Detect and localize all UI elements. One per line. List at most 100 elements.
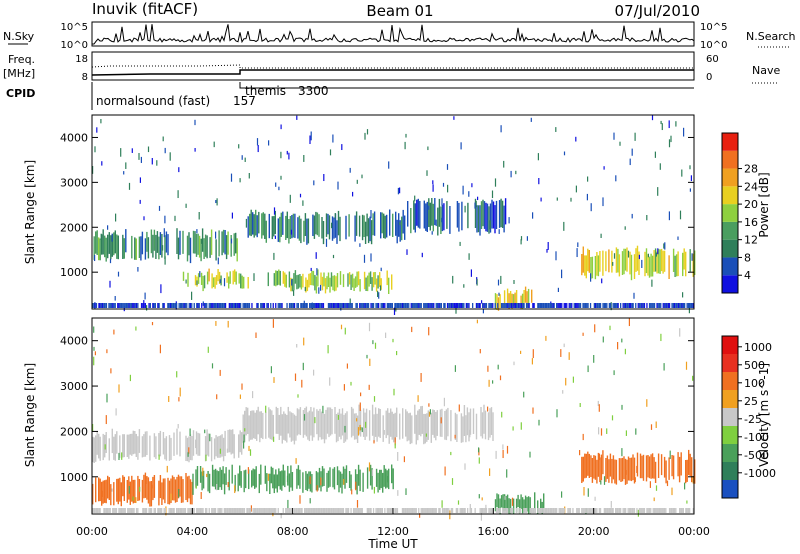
echo-mark-band-0	[156, 231, 159, 253]
echo-mark-scatter	[485, 504, 487, 511]
echo-mark-band-6	[608, 249, 610, 273]
echo-mark-ground	[591, 508, 593, 513]
echo-mark-band-2	[292, 213, 295, 238]
echo-mark-band-6	[624, 248, 627, 271]
echo-mark-scatter	[313, 180, 315, 186]
echo-mark-ground	[231, 303, 233, 308]
echo-mark-ground	[507, 303, 509, 308]
echo-mark-ground	[183, 303, 185, 308]
echo-mark-scatter	[563, 221, 565, 231]
echo-mark-scatter	[443, 397, 445, 407]
echo-mark-ground	[181, 303, 183, 308]
echo-mark-band-0	[188, 232, 190, 256]
echo-mark-band-3	[337, 412, 339, 442]
echo-mark-ground	[510, 508, 513, 513]
echo-mark-ground	[355, 303, 357, 308]
echo-mark-ground	[460, 303, 462, 308]
echo-mark-band-0	[146, 431, 148, 455]
echo-mark-band-6	[633, 254, 636, 279]
echo-mark-band-6	[581, 254, 583, 276]
echo-mark-ground	[490, 303, 493, 308]
echo-mark-band-0	[116, 431, 118, 454]
echo-mark-ground	[128, 508, 130, 513]
echo-mark-band-3	[396, 407, 398, 438]
echo-mark-band-3	[276, 270, 278, 286]
echo-mark-ground	[174, 303, 177, 308]
echo-mark-scatter	[669, 450, 671, 459]
echo-mark-scatter	[621, 338, 623, 343]
echo-mark-scatter	[205, 454, 207, 461]
echo-mark-band-0	[98, 433, 100, 459]
echo-mark-band-5	[630, 457, 633, 482]
echo-mark-band-0	[93, 236, 95, 260]
echo-mark-scatter	[351, 489, 353, 495]
echo-mark-scatter	[441, 217, 443, 223]
echo-mark-band-3	[306, 279, 309, 292]
echo-mark-band-0	[134, 237, 136, 260]
echo-mark-ground	[352, 508, 355, 513]
echo-mark-ground	[118, 303, 120, 308]
echo-mark-ground	[611, 508, 613, 513]
echo-mark-band-4	[503, 494, 506, 512]
echo-mark-ground	[557, 303, 559, 308]
echo-mark-ground	[134, 303, 136, 308]
echo-mark-band-0	[204, 234, 207, 257]
echo-mark-scatter	[356, 500, 359, 508]
echo-mark-scatter	[234, 485, 236, 494]
echo-mark-ground	[467, 508, 469, 513]
echo-mark-ground	[212, 508, 214, 513]
echo-mark-ground	[640, 508, 642, 513]
echo-mark-band-2	[279, 216, 281, 243]
nave-tick-top: 60	[706, 54, 719, 65]
echo-mark-ground	[510, 303, 513, 308]
x-tick-label: 12:00	[377, 525, 409, 538]
echo-mark-band-4	[508, 498, 510, 514]
echo-mark-band-2	[252, 468, 254, 486]
nave-label: Nave	[752, 64, 780, 77]
echo-mark-band-0	[198, 235, 201, 258]
echo-mark-ground	[459, 303, 461, 308]
echo-mark-scatter	[207, 346, 209, 353]
echo-mark-scatter	[399, 187, 401, 194]
echo-mark-ground	[574, 303, 577, 308]
echo-mark-ground	[316, 508, 318, 513]
echo-mark-band-1	[161, 482, 163, 505]
echo-mark-ground	[556, 303, 558, 308]
echo-mark-ground	[378, 303, 380, 308]
echo-mark-scatter	[327, 345, 329, 354]
echo-mark-ground	[406, 303, 409, 308]
echo-mark-ground	[415, 508, 417, 513]
echo-mark-ground	[553, 508, 555, 513]
echo-mark-scatter	[243, 440, 245, 449]
echo-mark-ground	[541, 508, 543, 513]
echo-mark-band-2	[333, 217, 335, 239]
echo-mark-scatter	[332, 134, 334, 143]
echo-mark-band-0	[218, 230, 220, 257]
echo-mark-band-0	[108, 232, 110, 254]
echo-mark-scatter	[489, 468, 491, 476]
echo-mark-ground	[426, 303, 429, 308]
echo-mark-scatter	[356, 179, 358, 184]
echo-mark-band-2	[358, 215, 361, 237]
echo-mark-ground	[561, 508, 563, 513]
echo-mark-ground	[233, 508, 235, 513]
echo-mark-ground	[164, 508, 166, 513]
echo-mark-scatter	[561, 269, 563, 279]
echo-mark-ground	[184, 508, 187, 513]
echo-mark-scatter	[196, 229, 198, 234]
echo-mark-band-3	[327, 272, 330, 287]
echo-mark-scatter	[498, 292, 500, 296]
echo-mark-scatter	[301, 379, 303, 388]
echo-mark-ground	[532, 303, 534, 308]
echo-mark-band-0	[206, 235, 208, 259]
echo-mark-ground	[208, 508, 210, 513]
echo-mark-band-2	[282, 211, 284, 235]
echo-mark-band-3	[376, 413, 378, 442]
echo-mark-scatter	[357, 427, 360, 436]
echo-mark-scatter	[244, 428, 246, 432]
echo-mark-band-4	[428, 198, 430, 227]
echo-mark-ground	[261, 508, 263, 513]
echo-mark-band-2	[317, 472, 319, 491]
echo-mark-band-3	[480, 407, 482, 437]
